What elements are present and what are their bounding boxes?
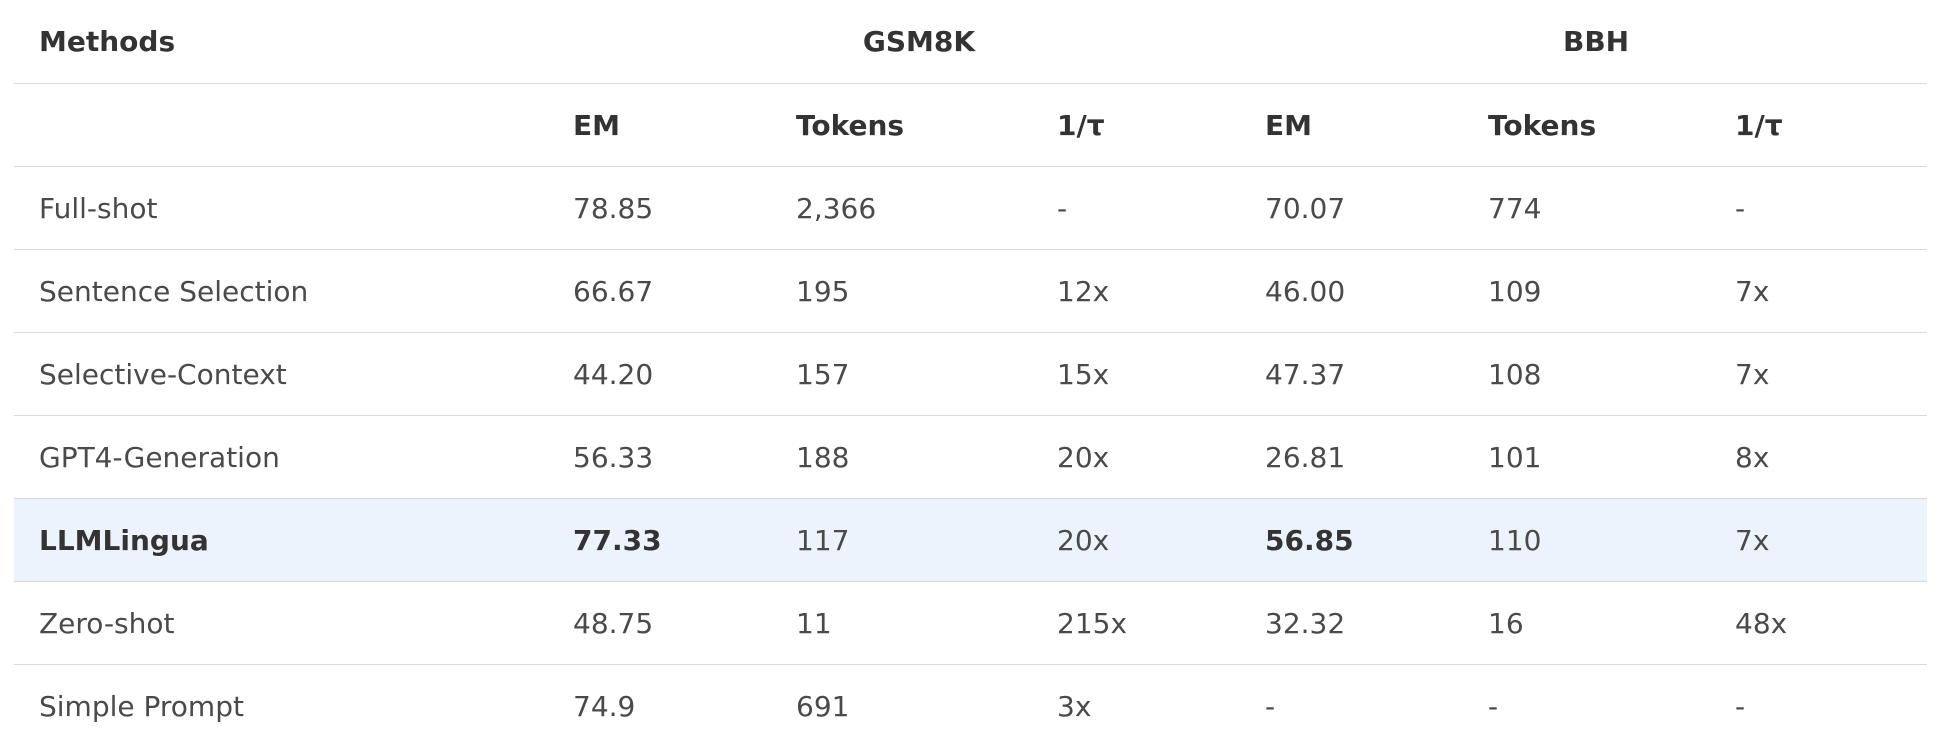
cell-gsm-em: 77.33 (573, 499, 796, 582)
cell-gsm-tokens: 157 (796, 333, 1057, 416)
cell-gsm-ratio: 20x (1057, 416, 1265, 499)
header-group-bbh: BBH (1265, 0, 1927, 84)
cell-gsm-ratio: 20x (1057, 499, 1265, 582)
header-bbh-ratio: 1/τ (1735, 84, 1927, 167)
cell-gsm-em: 66.67 (573, 250, 796, 333)
table-row: Simple Prompt 74.9 691 3x - - - (14, 665, 1927, 747)
cell-bbh-ratio: - (1735, 167, 1927, 250)
header-methods: Methods (14, 0, 573, 84)
cell-gsm-em: 78.85 (573, 167, 796, 250)
cell-gsm-em: 48.75 (573, 582, 796, 665)
header-gsm-em: EM (573, 84, 796, 167)
cell-bbh-em: 32.32 (1265, 582, 1488, 665)
cell-gsm-tokens: 188 (796, 416, 1057, 499)
header-row-groups: Methods GSM8K BBH (14, 0, 1927, 84)
header-gsm-ratio: 1/τ (1057, 84, 1265, 167)
table-row: GPT4-Generation 56.33 188 20x 26.81 101 … (14, 416, 1927, 499)
header-group-gsm8k: GSM8K (573, 0, 1265, 84)
cell-method: Full-shot (14, 167, 573, 250)
results-table: Methods GSM8K BBH EM Tokens 1/τ EM Token… (14, 0, 1927, 747)
header-gsm-tokens: Tokens (796, 84, 1057, 167)
table-row-highlighted: LLMLingua 77.33 117 20x 56.85 110 7x (14, 499, 1927, 582)
cell-gsm-tokens: 11 (796, 582, 1057, 665)
cell-gsm-tokens: 2,366 (796, 167, 1057, 250)
table-row: Full-shot 78.85 2,366 - 70.07 774 - (14, 167, 1927, 250)
cell-bbh-tokens: 109 (1488, 250, 1735, 333)
cell-bbh-ratio: 7x (1735, 333, 1927, 416)
cell-bbh-tokens: 101 (1488, 416, 1735, 499)
cell-gsm-ratio: 3x (1057, 665, 1265, 747)
cell-gsm-tokens: 117 (796, 499, 1057, 582)
cell-bbh-em: - (1265, 665, 1488, 747)
header-row-subcolumns: EM Tokens 1/τ EM Tokens 1/τ (14, 84, 1927, 167)
cell-bbh-ratio: 8x (1735, 416, 1927, 499)
cell-bbh-tokens: 16 (1488, 582, 1735, 665)
cell-bbh-em: 47.37 (1265, 333, 1488, 416)
cell-method: Simple Prompt (14, 665, 573, 747)
cell-gsm-tokens: 195 (796, 250, 1057, 333)
cell-method: GPT4-Generation (14, 416, 573, 499)
cell-method: Sentence Selection (14, 250, 573, 333)
cell-gsm-ratio: 215x (1057, 582, 1265, 665)
table-row: Sentence Selection 66.67 195 12x 46.00 1… (14, 250, 1927, 333)
cell-method: Zero-shot (14, 582, 573, 665)
cell-bbh-em: 46.00 (1265, 250, 1488, 333)
header-bbh-em: EM (1265, 84, 1488, 167)
cell-bbh-em: 26.81 (1265, 416, 1488, 499)
cell-method: Selective-Context (14, 333, 573, 416)
table-row: Zero-shot 48.75 11 215x 32.32 16 48x (14, 582, 1927, 665)
cell-gsm-ratio: 12x (1057, 250, 1265, 333)
cell-bbh-ratio: 48x (1735, 582, 1927, 665)
cell-method: LLMLingua (14, 499, 573, 582)
cell-bbh-em: 70.07 (1265, 167, 1488, 250)
cell-gsm-ratio: 15x (1057, 333, 1265, 416)
cell-bbh-ratio: 7x (1735, 250, 1927, 333)
cell-gsm-tokens: 691 (796, 665, 1057, 747)
table-row: Selective-Context 44.20 157 15x 47.37 10… (14, 333, 1927, 416)
results-table-container: Methods GSM8K BBH EM Tokens 1/τ EM Token… (14, 0, 1927, 747)
cell-gsm-ratio: - (1057, 167, 1265, 250)
cell-bbh-tokens: 110 (1488, 499, 1735, 582)
cell-gsm-em: 44.20 (573, 333, 796, 416)
cell-bbh-tokens: 774 (1488, 167, 1735, 250)
header-bbh-tokens: Tokens (1488, 84, 1735, 167)
cell-gsm-em: 56.33 (573, 416, 796, 499)
cell-gsm-em: 74.9 (573, 665, 796, 747)
cell-bbh-tokens: - (1488, 665, 1735, 747)
cell-bbh-ratio: 7x (1735, 499, 1927, 582)
header-empty-cell (14, 84, 573, 167)
cell-bbh-em: 56.85 (1265, 499, 1488, 582)
cell-bbh-ratio: - (1735, 665, 1927, 747)
cell-bbh-tokens: 108 (1488, 333, 1735, 416)
